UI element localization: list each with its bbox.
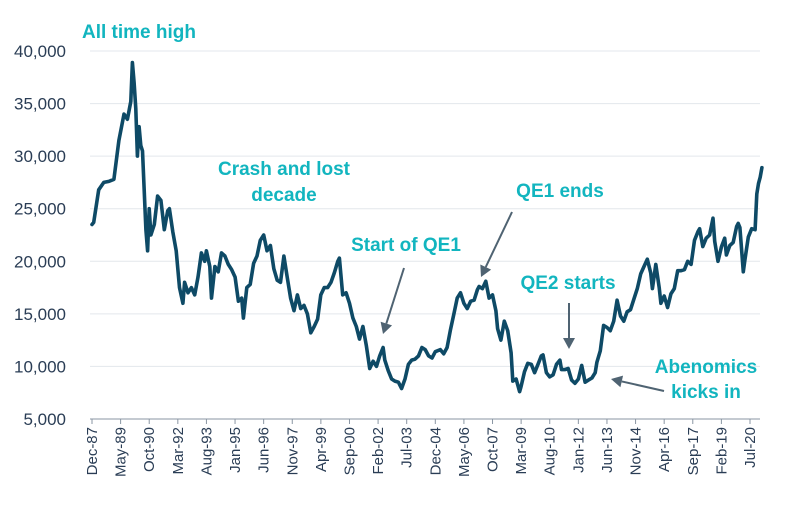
y-tick-label: 30,000 xyxy=(14,147,66,166)
annotations: All time high Crash and lost decade Start o… xyxy=(82,22,757,403)
x-tick-label: Dec-04 xyxy=(427,427,444,475)
y-tick-label: 40,000 xyxy=(14,42,66,61)
y-tick-label: 5,000 xyxy=(23,410,66,429)
arrow-abenomics xyxy=(611,375,665,392)
x-axis-tick-labels: Dec-87 May-89 Oct-90 Mar-92 Aug-93 Jan-95 Jun-… xyxy=(84,419,759,477)
annotation-qe2-starts: QE2 starts xyxy=(520,273,615,294)
x-tick-label: Feb-02 xyxy=(370,427,387,475)
x-tick-label: Mar-09 xyxy=(513,427,530,475)
x-tick-label: May-06 xyxy=(456,427,473,477)
y-tick-label: 10,000 xyxy=(14,357,66,376)
x-tick-label: Oct-90 xyxy=(141,427,158,472)
x-tick-label: Mar-92 xyxy=(170,427,187,475)
annotation-start-of-qe1: Start of QE1 xyxy=(351,235,461,256)
x-tick-label: Apr-99 xyxy=(313,427,330,472)
arrow-qe1-ends xyxy=(480,211,513,277)
y-tick-label: 25,000 xyxy=(14,200,66,219)
x-tick-label: Jul-20 xyxy=(742,427,759,468)
x-tick-label: Sep-17 xyxy=(685,427,702,475)
x-tick-label: Nov-14 xyxy=(628,427,645,475)
x-tick-label: Nov-97 xyxy=(284,427,301,475)
x-tick-label: Oct-07 xyxy=(485,427,502,472)
x-tick-label: Feb-19 xyxy=(713,427,730,475)
y-tick-label: 20,000 xyxy=(14,252,66,271)
arrow-start-of-qe1 xyxy=(380,267,405,334)
annotation-crash-and-lost-decade: Crash and lost decade xyxy=(218,159,351,206)
x-tick-label: Aug-93 xyxy=(198,427,215,475)
x-tick-label: Apr-16 xyxy=(656,427,673,472)
index-series-line xyxy=(90,60,764,394)
y-axis-tick-labels: 5,000 10,000 15,000 20,000 25,000 30,000 35,00… xyxy=(14,42,66,429)
annotation-all-time-high: All time high xyxy=(82,22,196,43)
x-tick-label: May-89 xyxy=(113,427,130,477)
x-tick-label: Aug-10 xyxy=(542,427,559,475)
x-tick-label: Jul-03 xyxy=(399,427,416,468)
annotation-arrows xyxy=(380,211,665,392)
gridlines xyxy=(90,50,760,367)
annotation-qe1-ends: QE1 ends xyxy=(516,181,604,202)
y-tick-label: 35,000 xyxy=(14,95,66,114)
x-tick-label: Jun-13 xyxy=(599,427,616,473)
arrow-qe2-starts xyxy=(563,303,575,349)
x-tick-label: Jun-96 xyxy=(256,427,273,473)
y-tick-label: 15,000 xyxy=(14,305,66,324)
x-tick-label: Dec-87 xyxy=(84,427,101,475)
x-tick-label: Jan-95 xyxy=(227,427,244,473)
x-tick-label: Jan-12 xyxy=(570,427,587,473)
x-tick-label: Sep-00 xyxy=(341,427,358,475)
annotation-abenomics-kicks-in: Abenomics kicks in xyxy=(655,357,757,403)
